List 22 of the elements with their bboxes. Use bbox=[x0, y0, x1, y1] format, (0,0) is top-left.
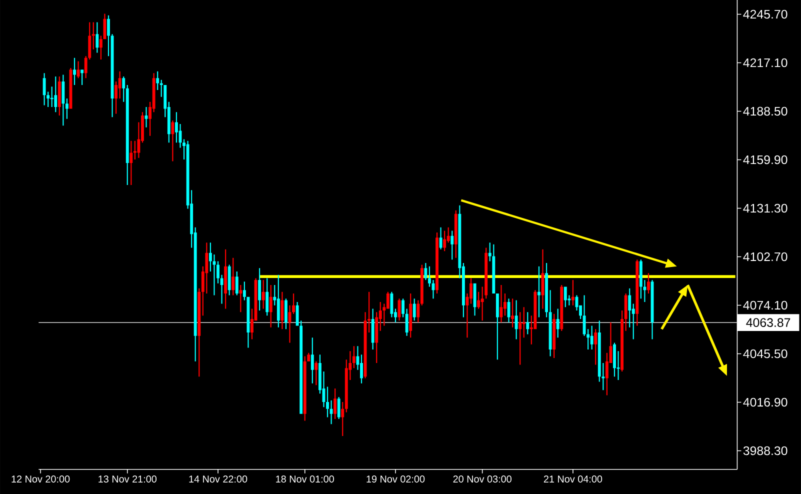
y-tick-label: 4102.70 bbox=[743, 252, 788, 261]
x-tick-label: 21 Nov 04:00 bbox=[544, 475, 602, 482]
y-tick-label: 4131.30 bbox=[743, 204, 788, 212]
candlestick bbox=[76, 61, 80, 78]
y-tick-label: 4245.70 bbox=[743, 10, 788, 18]
y-tick-label: 4074.10 bbox=[743, 300, 788, 310]
x-tick-label: 19 Nov 02:00 bbox=[366, 475, 425, 482]
y-tick-label: 4159.90 bbox=[743, 155, 788, 164]
y-tick-label: 4188.50 bbox=[743, 106, 788, 116]
y-tick-label: 4045.50 bbox=[743, 349, 788, 358]
x-tick-label: 14 Nov 22:00 bbox=[189, 475, 248, 482]
y-tick-label: 3988.30 bbox=[743, 446, 788, 455]
y-tick-label: 4217.10 bbox=[743, 58, 788, 67]
candlestick bbox=[144, 106, 148, 128]
x-tick-label: 20 Nov 03:00 bbox=[453, 475, 512, 482]
x-tick-label: 18 Nov 01:00 bbox=[276, 475, 334, 482]
x-tick-label: 12 Nov 20:00 bbox=[12, 475, 70, 482]
x-tick-label: 13 Nov 21:00 bbox=[98, 475, 157, 482]
y-tick-label: 4016.90 bbox=[743, 398, 788, 406]
candlestick bbox=[92, 22, 95, 50]
candlestick bbox=[500, 284, 503, 322]
ref-line-label: 4063.87 bbox=[746, 318, 790, 327]
